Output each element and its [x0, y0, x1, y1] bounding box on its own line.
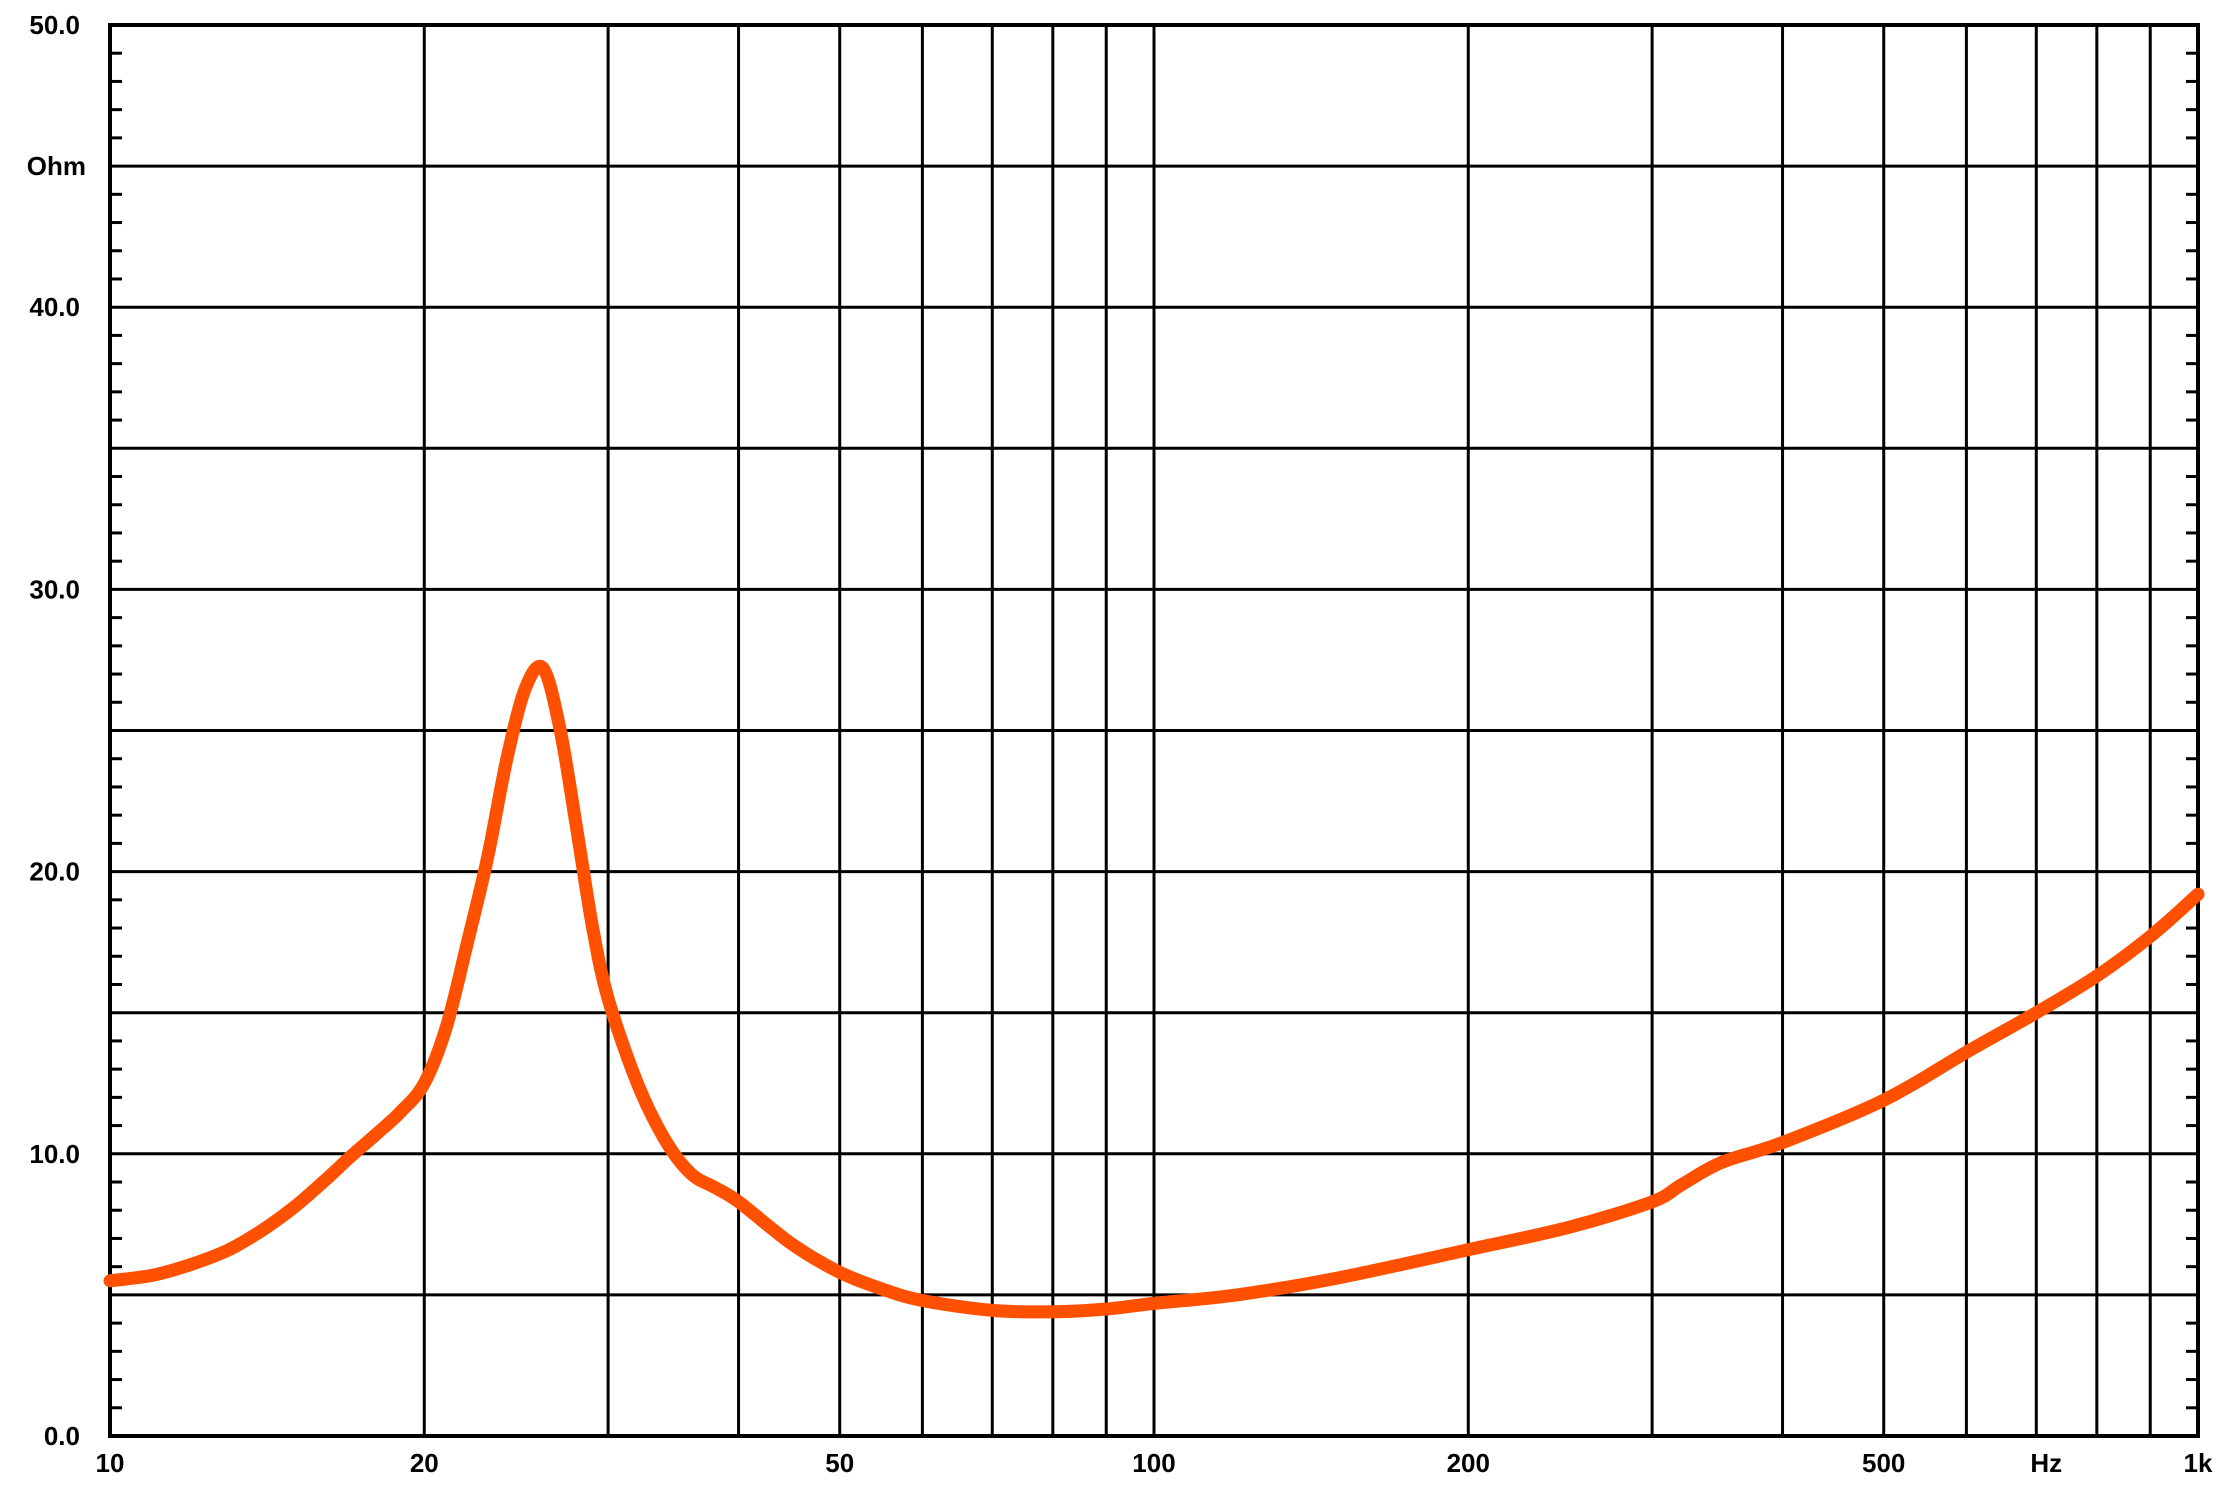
x-tick-labels: 10 20 50 100 200 500 1k — [96, 1448, 2213, 1478]
x-tick-label: 1k — [2184, 1448, 2213, 1478]
plot-frame — [108, 23, 2200, 1438]
x-tick-label: 500 — [1862, 1448, 1905, 1478]
x-tick-label: 200 — [1447, 1448, 1490, 1478]
x-axis-unit-label: Hz — [2030, 1448, 2062, 1478]
y-tick-label: 30.0 — [29, 574, 80, 604]
y-tick-label: 40.0 — [29, 292, 80, 322]
y-tick-label: 10.0 — [29, 1139, 80, 1169]
grid-lines — [110, 25, 2198, 1436]
impedance-curve — [103, 659, 2205, 1319]
x-tick-label: 100 — [1132, 1448, 1175, 1478]
y-axis-unit-label: Ohm — [27, 151, 86, 181]
x-tick-label: 10 — [96, 1448, 125, 1478]
y-tick-label: 20.0 — [29, 857, 80, 887]
x-tick-label: 20 — [410, 1448, 439, 1478]
x-tick-label: 50 — [825, 1448, 854, 1478]
y-tick-labels: 0.0 10.0 20.0 30.0 40.0 50.0 — [29, 10, 80, 1451]
y-tick-label: 0.0 — [44, 1421, 80, 1451]
y-tick-label: 50.0 — [29, 10, 80, 40]
